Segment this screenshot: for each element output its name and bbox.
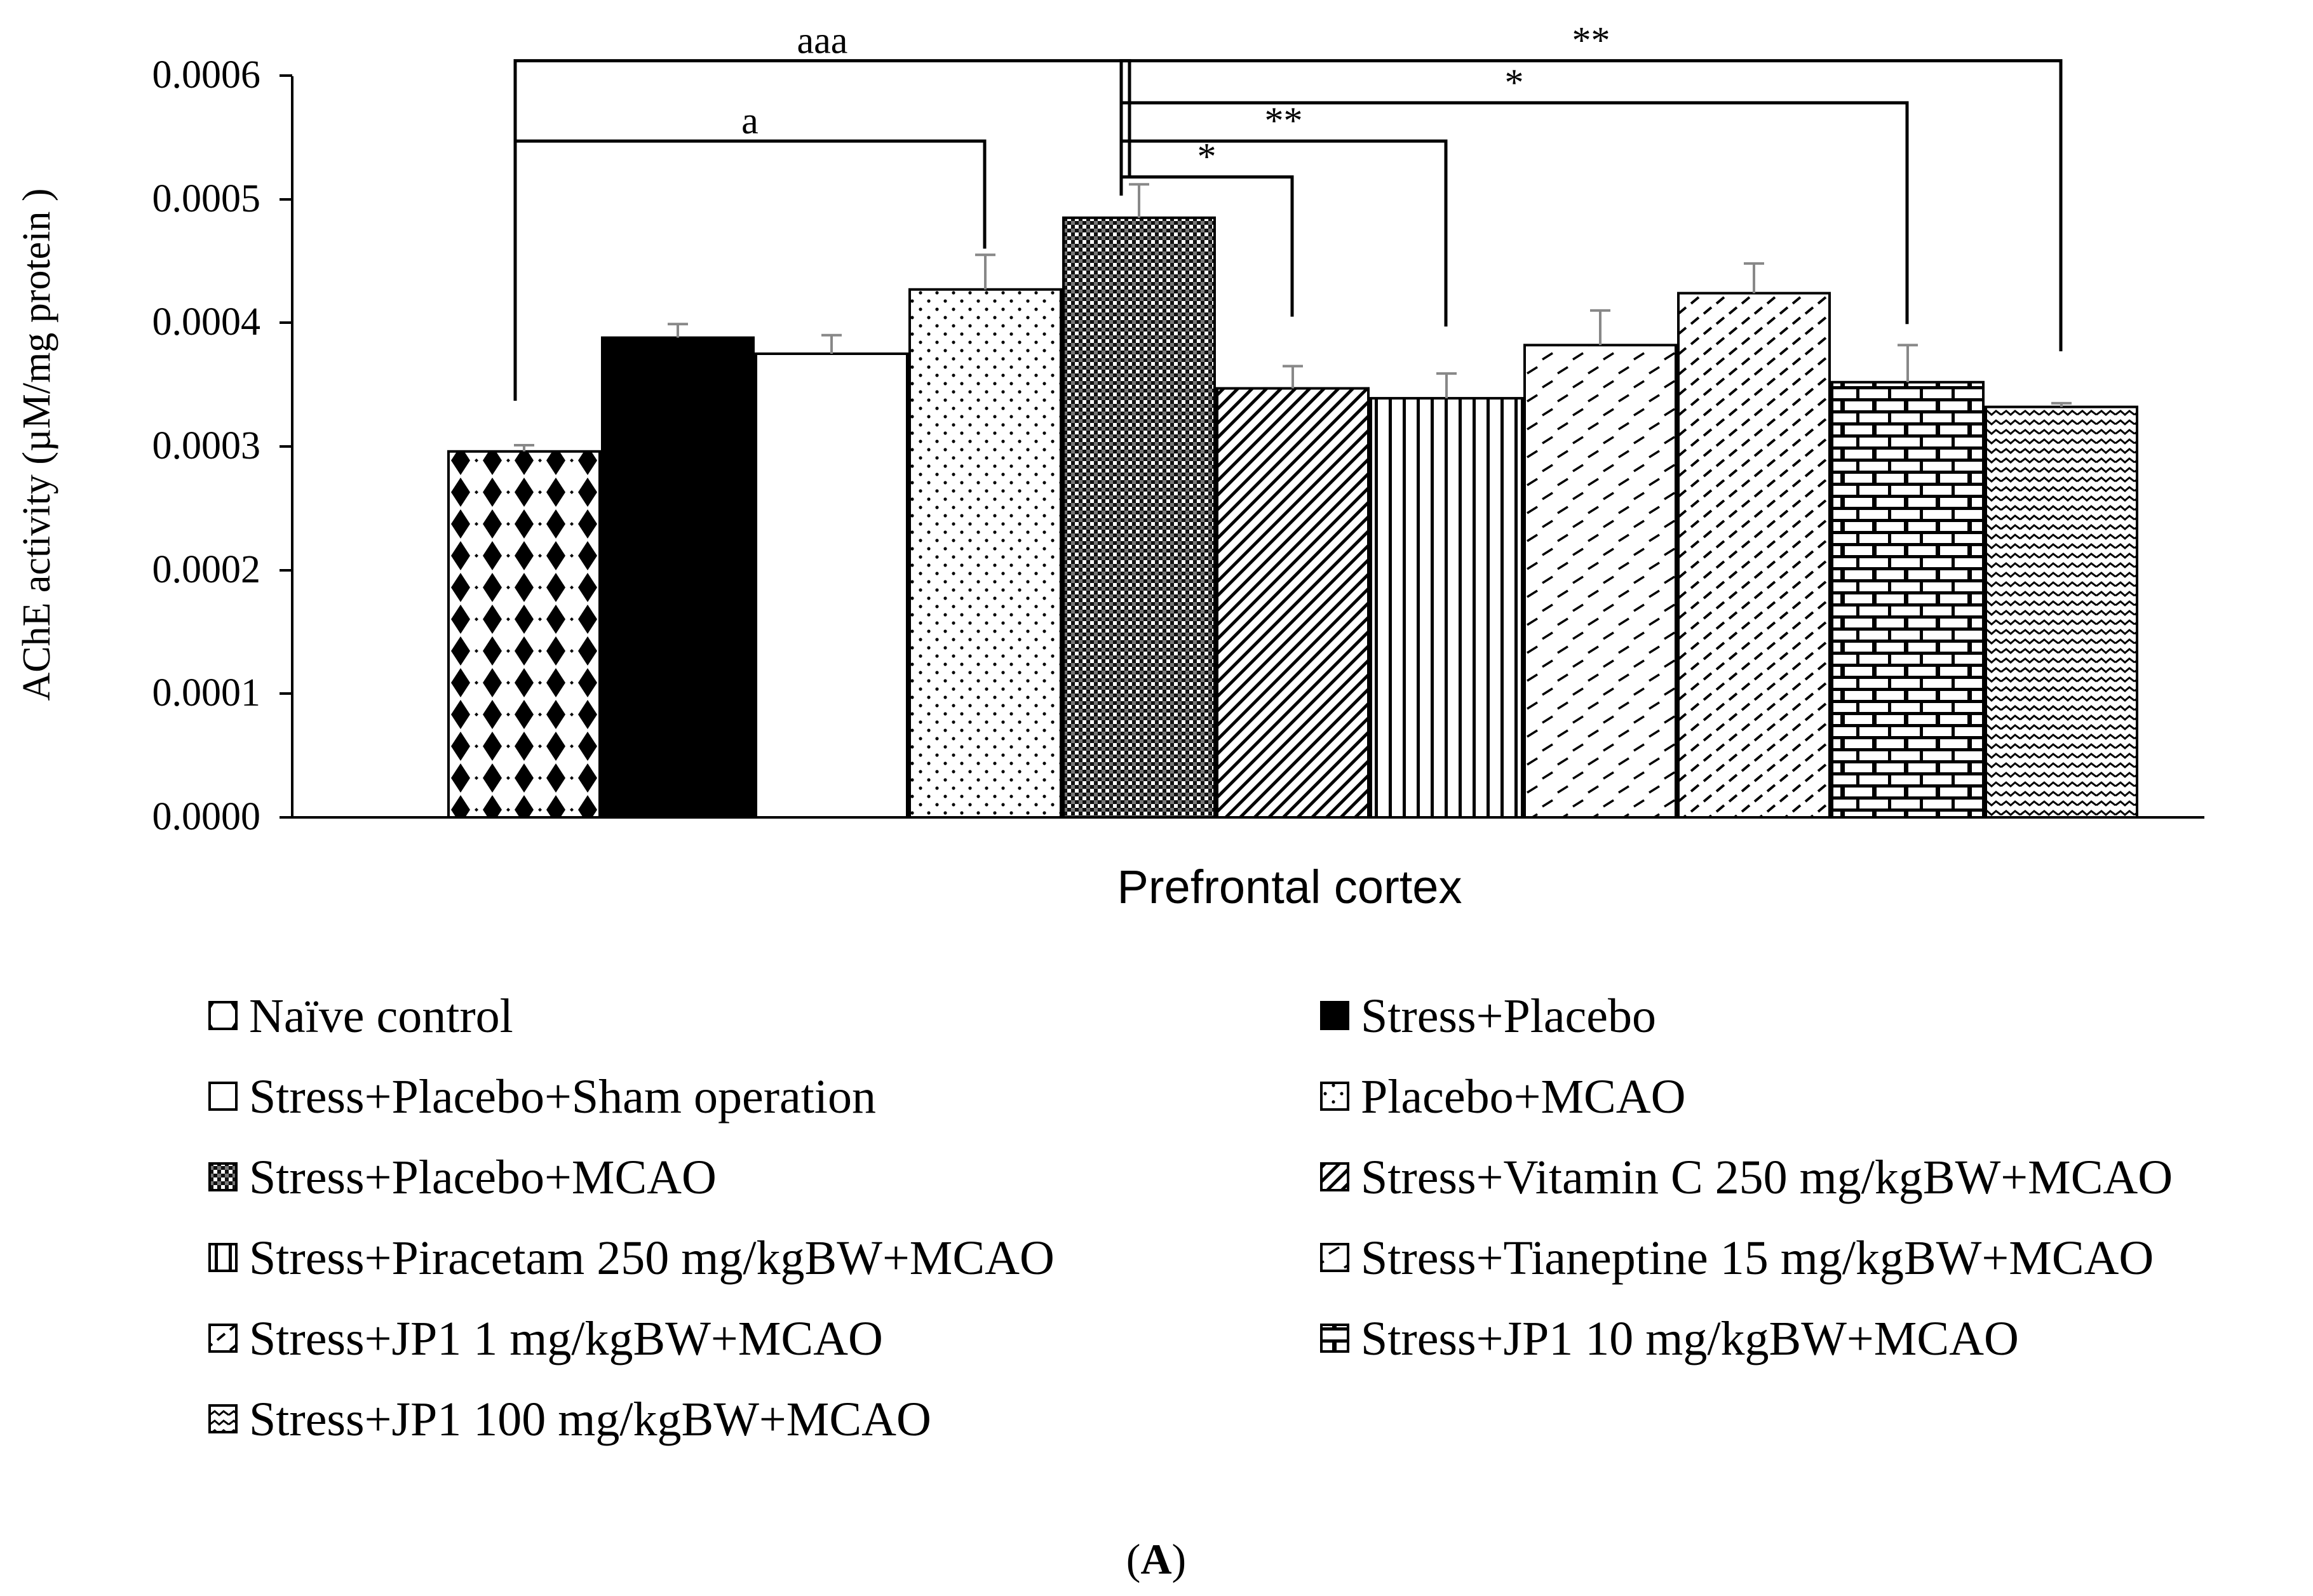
error-bar-10 (2051, 401, 2072, 407)
legend-swatch (208, 1404, 238, 1433)
significance-label: * (1505, 62, 1524, 104)
y-tick-label: 0.0004 (152, 300, 261, 344)
panel-label-close: ) (1172, 1535, 1187, 1583)
legend-label: Stress+Vitamin C 250 mg/kgBW+MCAO (1361, 1151, 2173, 1204)
legend-label: Stress+Placebo+MCAO (249, 1151, 717, 1204)
legend-label: Stress+Tianeptine 15 mg/kgBW+MCAO (1361, 1231, 2154, 1285)
legend-item-1: Stress+Placebo (1320, 989, 1656, 1043)
bar-4 (1062, 216, 1216, 819)
y-axis-title: AChE activity (µM/mg protein ) (15, 188, 58, 701)
bar-9 (1831, 380, 1985, 819)
error-bar-8 (1744, 262, 1764, 293)
bar-2 (755, 352, 908, 819)
legend-swatch (1320, 1243, 1349, 1272)
legend-swatch (208, 1243, 238, 1272)
legend-item-5: Stress+Vitamin C 250 mg/kgBW+MCAO (1320, 1151, 2173, 1204)
error-bar-5 (1283, 365, 1303, 389)
legend-item-7: Stress+Tianeptine 15 mg/kgBW+MCAO (1320, 1231, 2154, 1285)
significance-label: ** (1265, 100, 1303, 142)
significance-bracket-2: ** (1119, 20, 2063, 352)
legend-item-10: Stress+JP1 100 mg/kgBW+MCAO (208, 1393, 931, 1446)
bar-0 (447, 450, 601, 819)
y-tick-label: 0.0002 (152, 548, 261, 591)
y-tick-label: 0.0006 (152, 53, 261, 97)
legend-swatch (1320, 1001, 1349, 1030)
panel-label-open: ( (1126, 1535, 1141, 1583)
y-tick-label: 0.0001 (152, 671, 261, 714)
significance-bracket-5: * (1119, 136, 1294, 317)
legend-label: Placebo+MCAO (1361, 1070, 1685, 1123)
bar-6 (1370, 397, 1523, 819)
legend: Naïve control Stress+Placebo Stress+Placeb… (208, 989, 2173, 1446)
legend-swatch (1320, 1162, 1349, 1191)
legend-swatch (1320, 1324, 1349, 1353)
error-bar-7 (1590, 309, 1610, 345)
legend-label: Stress+Placebo+Sham operation (249, 1070, 876, 1123)
bars (447, 216, 2138, 819)
error-bar-6 (1436, 372, 1457, 399)
bar-7 (1523, 344, 1677, 819)
legend-swatch (208, 1082, 238, 1111)
legend-item-3: Placebo+MCAO (1320, 1070, 1685, 1123)
legend-label: Stress+Placebo (1361, 989, 1656, 1043)
x-axis-title: Prefrontal cortex (1117, 861, 1462, 913)
error-bar-1 (668, 323, 688, 338)
error-bar-4 (1129, 183, 1149, 218)
bar-1 (601, 336, 755, 819)
bar-10 (1985, 405, 2138, 819)
y-tick-label: 0.0000 (152, 795, 261, 838)
legend-label: Stress+JP1 10 mg/kgBW+MCAO (1361, 1312, 2019, 1365)
significance-label: * (1197, 136, 1217, 178)
legend-label: Naïve control (249, 989, 513, 1043)
significance-label: ** (1572, 20, 1610, 62)
legend-label: Stress+JP1 1 mg/kgBW+MCAO (249, 1312, 883, 1365)
error-bar-3 (975, 253, 995, 290)
error-bars (514, 183, 2072, 452)
bar-8 (1677, 292, 1831, 819)
bar-5 (1216, 387, 1370, 819)
error-bar-0 (514, 444, 534, 452)
y-tick-label: 0.0003 (152, 424, 261, 467)
significance-bracket-1: a (513, 100, 987, 401)
legend-item-4: Stress+Placebo+MCAO (208, 1151, 717, 1204)
error-bar-9 (1898, 344, 1918, 382)
bar-3 (908, 288, 1062, 819)
legend-item-0: Naïve control (208, 989, 513, 1043)
legend-swatch (208, 1162, 238, 1191)
legend-swatch (208, 1324, 238, 1353)
legend-item-6: Stress+Piracetam 250 mg/kgBW+MCAO (208, 1231, 1055, 1285)
error-bar-2 (821, 333, 842, 354)
y-tick-labels: 0.0000 0.0001 0.0002 0.0003 0.0004 0.000… (152, 53, 261, 838)
significance-label: a (741, 100, 759, 142)
significance-bracket-3: * (1119, 62, 1909, 325)
legend-item-2: Stress+Placebo+Sham operation (208, 1070, 876, 1123)
legend-label: Stress+Piracetam 250 mg/kgBW+MCAO (249, 1231, 1055, 1285)
legend-swatch (208, 1001, 238, 1030)
y-ticks (280, 74, 292, 819)
panel-label-letter: A (1140, 1535, 1171, 1583)
legend-label: Stress+JP1 100 mg/kgBW+MCAO (249, 1393, 931, 1446)
panel-label: (A) (1126, 1535, 1186, 1583)
legend-swatch (1320, 1082, 1349, 1111)
significance-label: aaa (797, 20, 848, 62)
significance-bracket-4: ** (1119, 100, 1448, 327)
y-tick-label: 0.0005 (152, 177, 261, 220)
legend-item-8: Stress+JP1 1 mg/kgBW+MCAO (208, 1312, 883, 1365)
legend-item-9: Stress+JP1 10 mg/kgBW+MCAO (1320, 1312, 2019, 1365)
